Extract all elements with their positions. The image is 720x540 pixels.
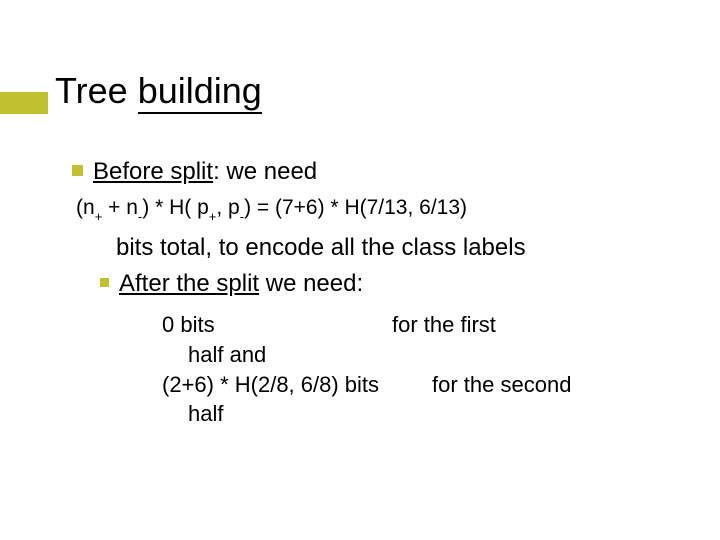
title-word-2: building (138, 70, 262, 114)
before-split-tail: : we need (213, 158, 317, 185)
title-accent-block (0, 92, 48, 114)
cost-desc-second: for the second (432, 370, 692, 400)
list-item: 0 bits for the first (162, 310, 692, 340)
cost-desc-second-wrap: half (188, 399, 692, 429)
before-split-label: Before split (93, 158, 213, 185)
split-cost-list: 0 bits for the first half and (2+6) * H(… (162, 310, 692, 429)
bits-total-text: bits total, to encode all the class labe… (116, 234, 692, 262)
bullet-before-split: Before split: we need (72, 158, 692, 186)
after-split-tail: we need: (259, 270, 363, 297)
square-bullet-icon (100, 278, 109, 287)
after-split-label: After the split (119, 270, 259, 297)
cost-bits-second: (2+6) * H(2/8, 6/8) bits (162, 370, 432, 400)
cost-desc-first: for the first (392, 310, 692, 340)
list-item: (2+6) * H(2/8, 6/8) bits for the second (162, 370, 692, 400)
slide-title: Tree building (55, 70, 262, 112)
cost-bits-first: 0 bits (162, 310, 392, 340)
slide-content: Before split: we need (n+ + n-) * H( p+,… (72, 158, 692, 429)
entropy-formula: (n+ + n-) * H( p+, p-) = (7+6) * H(7/13,… (76, 196, 692, 222)
cost-desc-first-wrap: half and (188, 340, 692, 370)
title-word-1: Tree (55, 70, 128, 111)
bullet-after-split: After the split we need: (100, 270, 692, 298)
square-bullet-icon (72, 165, 83, 176)
